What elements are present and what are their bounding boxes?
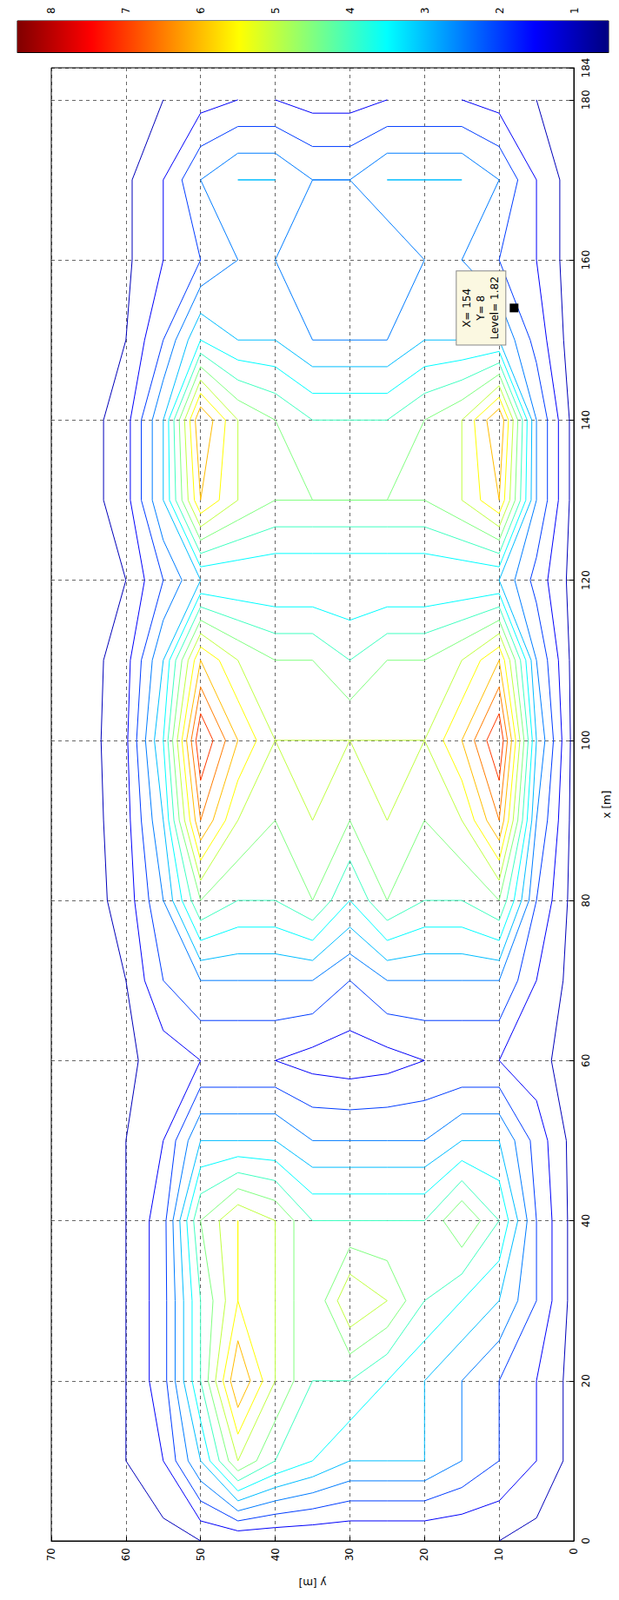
svg-text:50: 50 [194,1548,207,1562]
svg-text:7: 7 [119,6,133,14]
svg-text:80: 80 [579,893,593,907]
svg-text:2: 2 [493,6,506,14]
svg-text:5: 5 [269,6,282,14]
svg-text:100: 100 [579,730,593,751]
svg-text:60: 60 [119,1548,133,1562]
svg-text:6: 6 [194,6,207,14]
svg-text:3: 3 [419,6,432,14]
svg-text:40: 40 [269,1548,282,1562]
svg-text:4: 4 [344,6,357,14]
svg-text:1: 1 [568,6,581,14]
svg-text:160: 160 [579,250,593,271]
svg-text:120: 120 [579,570,593,591]
svg-text:0: 0 [567,1548,580,1556]
svg-text:20: 20 [418,1548,431,1562]
svg-text:Level= 1.82: Level= 1.82 [488,276,501,340]
svg-text:60: 60 [579,1054,593,1068]
svg-text:8: 8 [45,6,58,14]
svg-text:40: 40 [579,1214,593,1228]
svg-text:30: 30 [343,1548,356,1562]
svg-text:x [m]: x [m] [600,791,613,819]
svg-text:X= 154: X= 154 [460,288,473,328]
svg-text:184: 184 [579,58,593,79]
svg-text:y [m]: y [m] [299,1577,327,1590]
svg-text:140: 140 [579,410,593,431]
svg-text:70: 70 [45,1548,58,1562]
svg-text:20: 20 [579,1374,593,1388]
svg-text:Y= 8: Y= 8 [474,295,487,322]
svg-text:10: 10 [492,1548,506,1562]
svg-text:0: 0 [579,1537,593,1545]
svg-text:180: 180 [579,89,593,110]
